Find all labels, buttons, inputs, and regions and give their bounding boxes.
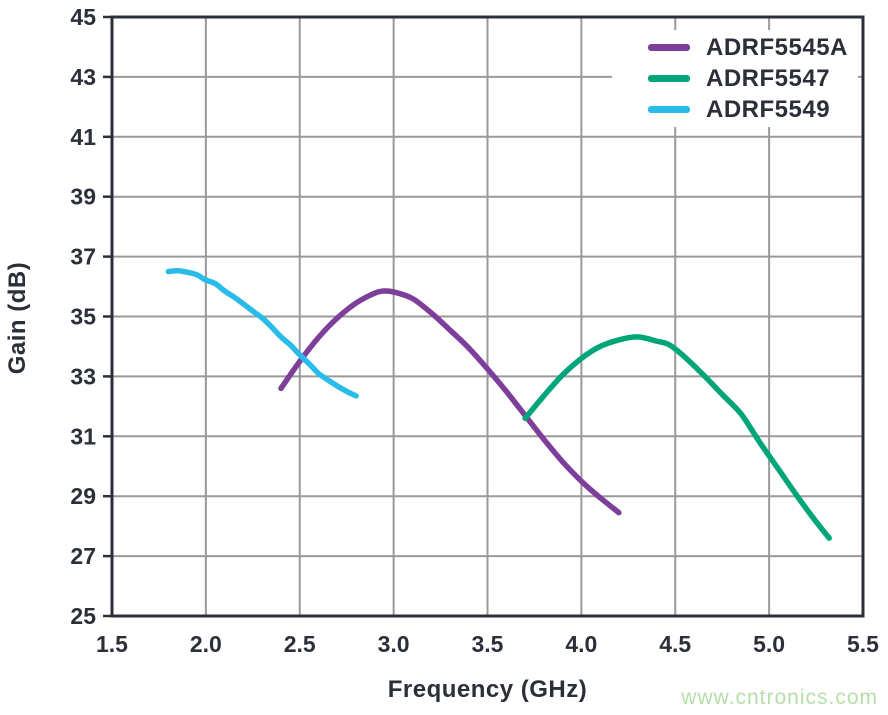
y-tick-label: 43 bbox=[70, 64, 96, 90]
series-line-adrf5549 bbox=[165, 267, 359, 399]
x-tick-label: 2.5 bbox=[284, 631, 316, 657]
legend-swatch-icon bbox=[648, 75, 690, 82]
legend-item-adrf5545a: ADRF5545A bbox=[612, 34, 858, 61]
legend-swatch-icon bbox=[648, 106, 690, 113]
watermark: www.cntronics.com bbox=[681, 686, 878, 709]
series-line-adrf5547 bbox=[522, 334, 832, 541]
x-tick-label: 3.5 bbox=[472, 631, 504, 657]
legend-item-adrf5549: ADRF5549 bbox=[612, 96, 858, 123]
x-tick-label: 4.5 bbox=[659, 631, 691, 657]
y-tick-label: 33 bbox=[70, 363, 96, 389]
series-line-adrf5545a bbox=[278, 288, 622, 516]
legend-swatch-icon bbox=[648, 44, 690, 51]
y-tick-label: 35 bbox=[70, 304, 96, 330]
y-tick-label: 45 bbox=[70, 4, 96, 30]
y-tick-label: 31 bbox=[70, 423, 96, 449]
x-tick-label: 2.0 bbox=[190, 631, 222, 657]
chart-frame bbox=[110, 15, 865, 618]
legend-label: ADRF5549 bbox=[706, 95, 831, 123]
x-tick-label: 5.5 bbox=[847, 631, 879, 657]
y-axis-label: Gain (dB) bbox=[4, 261, 31, 375]
legend-label: ADRF5547 bbox=[706, 64, 831, 92]
y-tick-label: 29 bbox=[70, 483, 96, 509]
y-tick-label: 27 bbox=[70, 543, 96, 569]
legend: ADRF5545A ADRF5547 ADRF5549 bbox=[612, 30, 858, 127]
x-axis-label: Frequency (GHz) bbox=[387, 676, 588, 703]
y-tick-label: 41 bbox=[70, 124, 96, 150]
y-tick-label: 39 bbox=[70, 184, 96, 210]
x-tick-label: 4.0 bbox=[565, 631, 597, 657]
legend-label: ADRF5545A bbox=[706, 33, 848, 61]
x-tick-label: 1.5 bbox=[96, 631, 128, 657]
x-tick-label: 5.0 bbox=[753, 631, 785, 657]
x-tick-label: 3.0 bbox=[378, 631, 410, 657]
y-tick-label: 37 bbox=[70, 244, 96, 270]
y-tick-label: 25 bbox=[70, 603, 96, 629]
legend-item-adrf5547: ADRF5547 bbox=[612, 65, 858, 92]
